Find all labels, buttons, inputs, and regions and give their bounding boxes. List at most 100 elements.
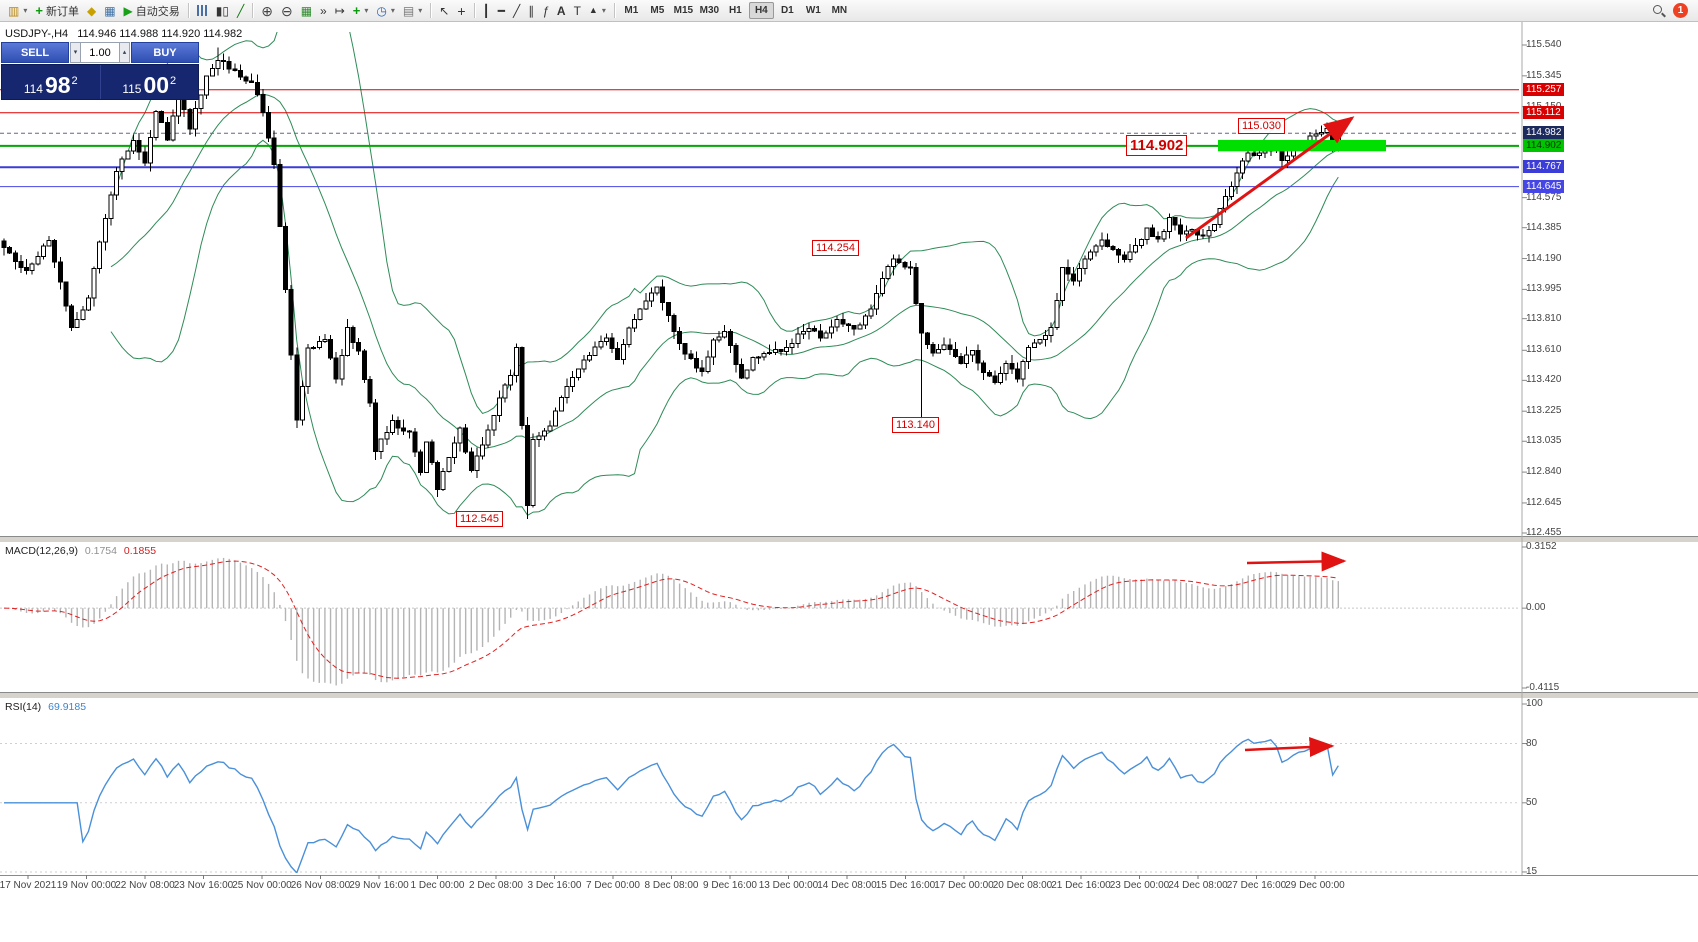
chart-shift-button[interactable]: ↦ — [331, 1, 349, 20]
price-axis-label[interactable]: 113.420 — [1526, 374, 1562, 386]
price-axis-label[interactable]: 113.225 — [1526, 405, 1562, 417]
price-callout-112.545[interactable]: 112.545 — [456, 510, 503, 527]
timeframe-button-W1[interactable]: W1 — [805, 5, 821, 16]
price-axis-label[interactable]: 112.455 — [1526, 527, 1562, 538]
crosshair-button[interactable]: + — [453, 1, 469, 20]
lot-increase-button[interactable]: ▴ — [119, 42, 130, 63]
main-chart-plot[interactable] — [0, 22, 1519, 536]
price-callout-114.902[interactable]: 114.902 — [1126, 134, 1188, 156]
trend-arrow-main[interactable] — [1185, 116, 1355, 240]
zoom-in-button[interactable]: ⊕ — [257, 1, 277, 20]
new-order-button[interactable]: + 新订单 — [31, 1, 83, 20]
timeframe-button-H1[interactable]: H1 — [728, 5, 742, 16]
time-axis-label[interactable]: 29 Dec 00:00 — [1285, 880, 1345, 891]
price-axis-label[interactable]: 115.345 — [1526, 69, 1562, 81]
timeframe-button-M15[interactable]: M15 — [673, 5, 694, 16]
label-button[interactable]: T — [570, 1, 585, 20]
sell-button[interactable]: SELL — [1, 42, 69, 63]
price-callout-114.254[interactable]: 114.254 — [812, 240, 859, 257]
time-axis-label[interactable]: 20 Dec 08:00 — [992, 880, 1053, 891]
time-axis-label[interactable]: 26 Nov 08:00 — [290, 880, 351, 891]
cursor-icon: ↖ — [439, 3, 450, 18]
price-axis-label[interactable]: 114.385 — [1526, 221, 1562, 233]
trendline-button[interactable]: ╱ — [509, 1, 524, 20]
time-axis-label[interactable]: 19 Nov 00:00 — [56, 880, 117, 891]
time-axis-label[interactable]: 1 Dec 00:00 — [410, 880, 465, 891]
price-axis-label[interactable]: 112.840 — [1526, 466, 1562, 478]
auto-scroll-button[interactable]: » — [316, 1, 331, 20]
buy-price-display[interactable]: 115 00 2 — [101, 65, 199, 99]
price-axis-label[interactable]: 112.645 — [1526, 496, 1562, 508]
price-axis-label[interactable]: 114.190 — [1526, 252, 1562, 264]
time-axis-label[interactable]: 17 Nov 2021 — [0, 880, 57, 891]
price-axis-label[interactable]: 114.575 — [1526, 191, 1562, 203]
price-axis-label[interactable]: 115.540 — [1526, 39, 1562, 50]
chart-canvas[interactable] — [0, 22, 1698, 942]
price-axis-label[interactable]: 113.810 — [1526, 312, 1562, 324]
time-axis-label[interactable]: 29 Nov 16:00 — [349, 880, 409, 891]
lot-size-input[interactable] — [81, 42, 119, 63]
time-axis-label[interactable]: 23 Nov 16:00 — [173, 880, 234, 891]
time-axis-label[interactable]: 23 Dec 00:00 — [1109, 880, 1170, 891]
indicators-button[interactable]: + ▾ — [349, 1, 373, 20]
sell-price-display[interactable]: 114 98 2 — [2, 65, 100, 99]
price-axis-label[interactable]: 113.035 — [1526, 435, 1562, 447]
horizontal-line-button[interactable]: ━ — [494, 1, 509, 20]
time-axis-label[interactable]: 22 Nov 08:00 — [115, 880, 175, 891]
periods-button[interactable]: ◷ ▾ — [372, 1, 399, 20]
market-watch-button[interactable]: ◆ — [83, 1, 100, 20]
time-axis-label[interactable]: 14 Dec 08:00 — [817, 880, 877, 891]
buy-button[interactable]: BUY — [131, 42, 199, 63]
autotrade-button[interactable]: ▶ 自动交易 — [120, 1, 184, 20]
price-axis-label[interactable]: 113.995 — [1526, 283, 1562, 295]
time-axis-label[interactable]: 24 Dec 08:00 — [1168, 880, 1228, 891]
price-callout-113.140[interactable]: 113.140 — [892, 416, 939, 433]
time-axis-label[interactable]: 9 Dec 16:00 — [703, 880, 757, 891]
shapes-button[interactable]: ▲ ▾ — [585, 1, 610, 20]
chevron-down-icon: ▾ — [390, 6, 395, 15]
text-button[interactable]: A — [553, 1, 570, 20]
tile-windows-button[interactable]: ▦ — [297, 1, 316, 20]
channel-button[interactable]: ∥ — [524, 1, 538, 20]
time-axis-label[interactable]: 15 Dec 16:00 — [875, 880, 936, 891]
bar-chart-button[interactable] — [193, 1, 212, 20]
time-axis-label[interactable]: 8 Dec 08:00 — [644, 880, 699, 891]
candlestick-chart-button[interactable]: ▮▯ — [212, 1, 233, 20]
time-axis-label[interactable]: 25 Nov 00:00 — [232, 880, 292, 891]
trend-arrow-macd[interactable] — [1246, 551, 1347, 572]
macd-label: MACD(12,26,9) — [5, 545, 78, 557]
time-axis-label[interactable]: 27 Dec 16:00 — [1226, 880, 1287, 891]
zoom-out-button[interactable]: ⊖ — [277, 1, 297, 20]
macd-panel-plot[interactable] — [0, 542, 1519, 693]
sell-price-main: 114 — [23, 81, 43, 96]
timeframe-button-D1[interactable]: D1 — [780, 5, 794, 16]
price-axis-label[interactable]: 113.610 — [1526, 344, 1562, 356]
time-axis-label[interactable]: 21 Dec 16:00 — [1051, 880, 1111, 891]
lot-decrease-button[interactable]: ▾ — [70, 42, 81, 63]
new-chart-icon: ▥ — [8, 3, 20, 18]
vertical-line-button[interactable]: ┃ — [479, 1, 494, 20]
zoom-in-icon: ⊕ — [261, 2, 273, 19]
time-axis-label[interactable]: 13 Dec 00:00 — [758, 880, 819, 891]
notification-badge[interactable]: 1 — [1673, 3, 1688, 18]
timeframe-button-M1[interactable]: M1 — [624, 5, 639, 16]
timeframe-button-H4[interactable]: H4 — [748, 2, 774, 19]
templates-button[interactable]: ▤ ▾ — [399, 1, 426, 20]
time-axis-label[interactable]: 17 Dec 00:00 — [934, 880, 994, 891]
time-axis-label[interactable]: 3 Dec 16:00 — [527, 880, 582, 891]
new-chart-button[interactable]: ▥ ▾ — [4, 1, 31, 20]
symbol-search-button[interactable] — [1648, 1, 1669, 20]
rsi-panel-plot[interactable] — [0, 698, 1519, 875]
timeframe-button-MN[interactable]: MN — [831, 5, 848, 16]
line-chart-button[interactable]: ╱ — [233, 1, 248, 20]
price-callout-115.030[interactable]: 115.030 — [1238, 117, 1285, 134]
time-axis-label[interactable]: 2 Dec 08:00 — [469, 880, 523, 891]
time-axis-label[interactable]: 7 Dec 00:00 — [586, 880, 640, 891]
timeframe-button-M30[interactable]: M30 — [699, 5, 720, 16]
data-window-button[interactable]: ▦ — [100, 1, 119, 20]
cursor-button[interactable]: ↖ — [435, 1, 453, 20]
trend-arrow-rsi[interactable] — [1244, 737, 1335, 758]
chart-info-line: USDJPY-,H4 114.946 114.988 114.920 114.9… — [5, 28, 242, 40]
timeframe-button-M5[interactable]: M5 — [650, 5, 665, 16]
fibonacci-button[interactable]: ƒ — [538, 1, 553, 20]
